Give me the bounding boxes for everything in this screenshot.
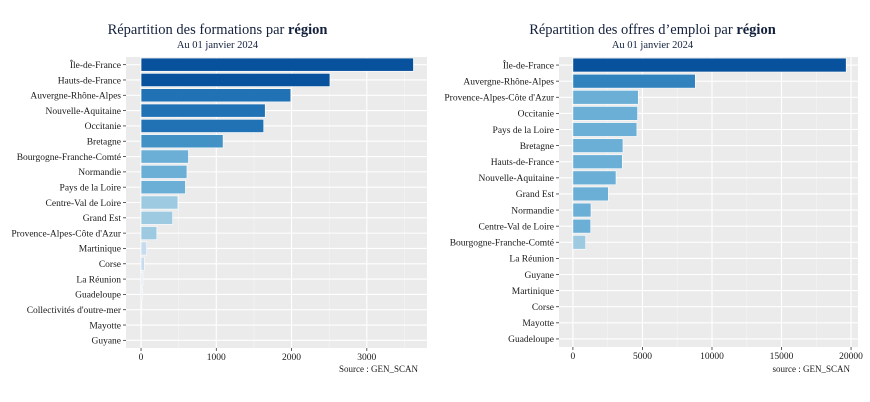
- y-tick-label: Centre-Val de Loire: [46, 199, 121, 209]
- y-tick-label: Bourgogne-Franche-Comté: [17, 153, 121, 163]
- y-tick-label: Nouvelle-Aquitaine: [479, 174, 554, 184]
- y-tick-label: Pays de la Loire: [60, 183, 121, 193]
- bar: [140, 195, 179, 210]
- y-tick-label: Mayotte: [522, 319, 554, 329]
- bar: [140, 210, 173, 225]
- y-tick-label: Nouvelle-Aquitaine: [46, 107, 121, 117]
- x-tick-label: 15000: [770, 352, 794, 362]
- chart-subtitle: Au 01 janvier 2024: [176, 40, 259, 51]
- bar: [140, 149, 189, 164]
- y-tick-label: Guadeloupe: [508, 335, 554, 345]
- x-tick-label: 2000: [282, 353, 301, 363]
- x-tick-label: 20000: [839, 352, 863, 362]
- y-tick-label: Grand Est: [83, 214, 122, 224]
- chart-formations-panel: Répartition des formations par région Au…: [11, 22, 427, 374]
- chart-formations-svg: Île-de-France Hauts-de-France Auvergne-Rhô…: [11, 57, 427, 363]
- x-tick-label: 0: [139, 353, 144, 363]
- bar: [140, 119, 265, 133]
- y-tick-label: Hauts-de-France: [491, 158, 554, 168]
- bar: [572, 154, 623, 169]
- bar: [572, 202, 592, 218]
- bar: [572, 170, 617, 186]
- y-tick-label: Occitanie: [518, 110, 554, 120]
- y-tick-label: Grand Est: [516, 190, 555, 200]
- x-tick-label: 0: [571, 352, 576, 362]
- bar: [572, 57, 847, 73]
- bar: [572, 218, 592, 234]
- bar: [140, 88, 292, 103]
- y-tick-label: Auvergne-Rhône-Alpes: [30, 92, 121, 102]
- bar: [572, 186, 609, 202]
- y-tick-label: Hauts-de-France: [58, 76, 121, 86]
- bar: [572, 106, 638, 121]
- bar: [140, 226, 158, 241]
- chart-offres-svg: Île-de-France Auvergne-Rhône-Alpes Provenc…: [444, 57, 863, 362]
- chart-caption: Source : GEN_SCAN: [339, 364, 418, 374]
- y-tick-label: Île-de-France: [70, 59, 121, 71]
- bar: [572, 122, 638, 137]
- y-tick-label: Mayotte: [89, 321, 121, 331]
- y-tick-label: Centre-Val de Loire: [479, 222, 554, 232]
- y-tick-label: Normandie: [511, 206, 554, 216]
- bar: [140, 241, 147, 256]
- bar: [572, 235, 587, 250]
- bar: [140, 103, 266, 118]
- chart-subtitle: Au 01 janvier 2024: [611, 40, 694, 51]
- bar: [140, 287, 143, 302]
- y-tick-label: Bourgogne-Franche-Comté: [450, 239, 554, 249]
- x-tick-label: 5000: [633, 352, 652, 362]
- y-tick-label: Normandie: [78, 168, 121, 178]
- y-tick-label: Bretagne: [520, 142, 554, 152]
- bar: [140, 164, 188, 179]
- x-tick-label: 3000: [357, 353, 376, 363]
- chart-caption: source : GEN_SCAN: [772, 364, 851, 374]
- y-tick-label: Provence-Alpes-Côte d'Azur: [11, 229, 121, 239]
- bar: [572, 73, 696, 89]
- y-tick-label: Guyane: [91, 337, 121, 347]
- x-tick-label: 10000: [700, 352, 724, 362]
- y-tick-label: Guadeloupe: [75, 291, 121, 301]
- y-tick-label: Corse: [99, 260, 121, 270]
- chart-title: Répartition des formations par région: [107, 22, 328, 38]
- y-tick-label: Pays de la Loire: [493, 126, 554, 136]
- bar: [140, 180, 186, 195]
- y-tick-label: La Réunion: [76, 275, 121, 285]
- bar: [572, 90, 639, 105]
- y-tick-label: Martinique: [79, 245, 121, 255]
- y-tick-label: Martinique: [512, 287, 554, 297]
- bar: [572, 138, 624, 153]
- y-tick-label: Bretagne: [87, 138, 121, 148]
- y-tick-label: Île-de-France: [503, 59, 554, 71]
- chart-title: Répartition des offres d’emploi par régi…: [529, 22, 776, 38]
- bar: [140, 256, 145, 271]
- bar: [140, 134, 224, 149]
- bar: [140, 302, 143, 317]
- x-tick-label: 1000: [207, 353, 226, 363]
- y-tick-label: Corse: [532, 303, 554, 313]
- y-tick-label: La Réunion: [509, 255, 554, 265]
- y-tick-label: Guyane: [524, 271, 554, 281]
- chart-offres-panel: Répartition des offres d’emploi par régi…: [435, 0, 870, 402]
- y-tick-label: Collectivités d'outre-mer: [27, 306, 122, 316]
- plot-background: [559, 57, 858, 347]
- y-tick-label: Provence-Alpes-Côte d'Azur: [444, 94, 554, 104]
- bar: [140, 57, 414, 72]
- bar: [140, 73, 331, 87]
- y-tick-label: Auvergne-Rhône-Alpes: [463, 77, 554, 87]
- bar: [140, 272, 144, 286]
- y-tick-label: Occitanie: [85, 122, 121, 132]
